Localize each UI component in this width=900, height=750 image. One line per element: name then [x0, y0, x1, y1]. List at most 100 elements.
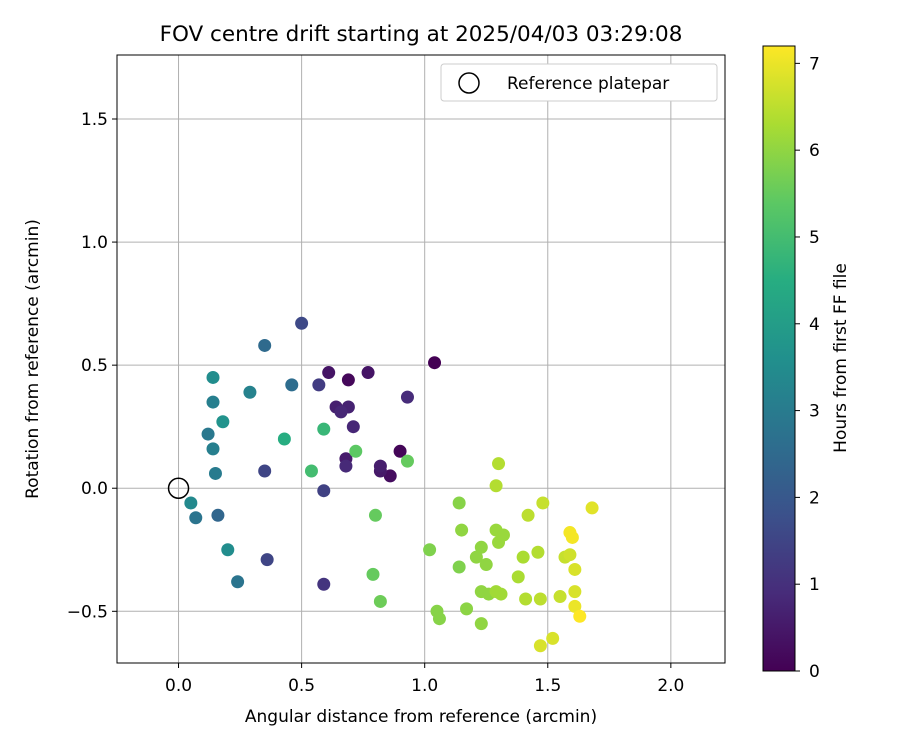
colorbar-tick-label: 3: [809, 402, 820, 422]
data-point: [368, 508, 382, 522]
data-point: [460, 602, 474, 616]
data-point: [489, 479, 503, 493]
data-point: [568, 562, 582, 576]
data-point: [496, 528, 510, 542]
data-point: [312, 378, 326, 392]
colorbar: [762, 45, 796, 672]
x-axis-label: Angular distance from reference (arcmin): [245, 707, 597, 727]
axis-ticks: 0.0 0.5 1.0 1.5 2.0 −0.5 0.0 0.5 1.0 1.5: [67, 110, 685, 696]
data-point: [565, 530, 579, 544]
scatter-points: [184, 316, 599, 653]
plot-area-frame: [116, 54, 726, 664]
legend-box: [440, 63, 718, 102]
colorbar-tick-label: 1: [809, 575, 820, 595]
data-point: [216, 415, 230, 429]
data-point: [317, 422, 331, 436]
data-point: [304, 464, 318, 478]
data-point: [211, 508, 225, 522]
data-point: [322, 366, 336, 380]
data-point: [373, 459, 387, 473]
data-point: [492, 457, 506, 471]
legend: Reference platepar: [440, 63, 718, 102]
data-point: [206, 395, 220, 409]
data-point: [536, 496, 550, 510]
data-point: [474, 617, 488, 631]
data-point: [201, 427, 215, 441]
data-point: [317, 484, 331, 498]
data-point: [452, 496, 466, 510]
data-point: [339, 459, 353, 473]
data-point: [258, 464, 272, 478]
data-point: [568, 599, 582, 613]
data-point: [366, 567, 380, 581]
reference-marker-group: [167, 477, 190, 499]
data-point: [479, 558, 493, 572]
data-point: [452, 560, 466, 574]
data-point: [317, 577, 331, 591]
data-point: [533, 639, 547, 653]
data-point: [221, 543, 235, 557]
data-point: [533, 592, 547, 606]
data-point: [400, 454, 414, 468]
legend-reference-marker: [458, 72, 480, 94]
legend-reference-label: Reference platepar: [507, 74, 669, 94]
data-point: [423, 543, 437, 557]
data-point: [531, 545, 545, 559]
data-point: [511, 570, 525, 584]
x-tick-label: 0.5: [288, 676, 315, 696]
data-point: [231, 575, 245, 589]
data-point: [346, 420, 360, 434]
data-point: [260, 553, 274, 567]
x-tick-label: 0.0: [165, 676, 192, 696]
y-tick-label: −0.5: [67, 602, 108, 622]
colorbar-tick-label: 5: [809, 228, 820, 248]
y-tick-label: 0.5: [81, 356, 108, 376]
grid-lines: [117, 55, 725, 663]
data-point: [585, 501, 599, 515]
data-point: [243, 385, 257, 399]
data-point: [546, 631, 560, 645]
chart-title: FOV centre drift starting at 2025/04/03 …: [160, 22, 683, 47]
data-point: [432, 612, 446, 626]
data-point: [189, 511, 203, 525]
y-tick-label: 1.0: [81, 233, 108, 253]
data-point: [516, 550, 530, 564]
data-point: [573, 609, 587, 623]
data-point: [208, 466, 222, 480]
data-point: [469, 550, 483, 564]
x-tick-label: 1.5: [534, 676, 561, 696]
data-point: [341, 373, 355, 387]
colorbar-tick-label: 4: [809, 315, 820, 335]
data-point: [258, 338, 272, 352]
data-point: [494, 587, 508, 601]
data-point: [400, 390, 414, 404]
data-point: [295, 316, 309, 330]
data-point: [206, 370, 220, 384]
colorbar-tick-label: 2: [809, 488, 820, 508]
data-point: [361, 366, 375, 380]
data-point: [206, 442, 220, 456]
colorbar-tick-label: 6: [809, 141, 820, 161]
data-point: [563, 548, 577, 562]
data-point: [349, 444, 363, 458]
data-point: [455, 523, 469, 537]
data-point: [519, 592, 533, 606]
reference-platepar-marker: [167, 477, 190, 499]
colorbar-tick-label: 7: [809, 54, 820, 74]
data-point: [285, 378, 299, 392]
y-tick-label: 1.5: [81, 110, 108, 130]
data-point: [553, 590, 567, 604]
data-point: [521, 508, 535, 522]
colorbar-tick-label: 0: [809, 662, 820, 682]
y-tick-label: 0.0: [81, 479, 108, 499]
data-point: [428, 356, 442, 370]
colorbar-ticks: 0 1 2 3 4 5 6 7: [795, 54, 820, 682]
data-point: [277, 432, 291, 446]
data-point: [393, 444, 407, 458]
data-point: [373, 594, 387, 608]
x-tick-label: 2.0: [657, 676, 684, 696]
y-axis-label: Rotation from reference (arcmin): [23, 219, 43, 499]
data-point: [184, 496, 198, 510]
data-point: [474, 540, 488, 554]
